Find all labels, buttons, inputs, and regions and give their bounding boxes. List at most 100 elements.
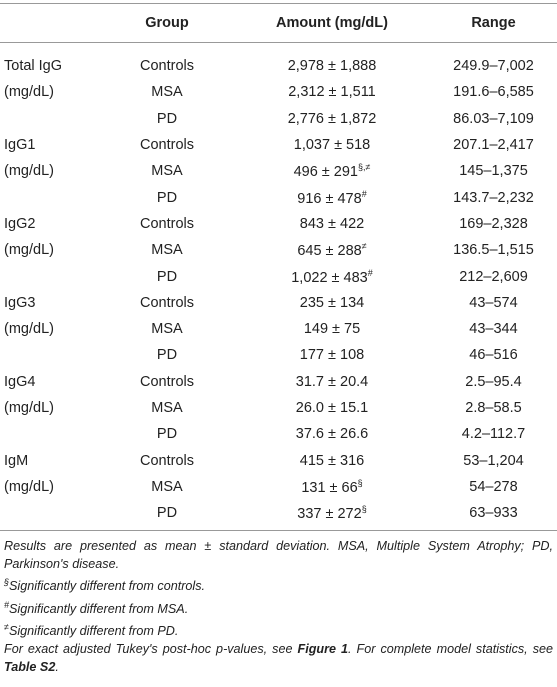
range-cell: 4.2–112.7	[461, 426, 526, 443]
symbol-note: #Significantly different from MSA.	[4, 596, 553, 618]
row-label	[0, 342, 100, 368]
amount-value: 496 ± 291	[293, 164, 358, 181]
amount-cell: 337 ± 272§	[234, 500, 430, 532]
table-row: IgG3 Controls 235 ± 134 43–574	[0, 290, 557, 316]
amount-value: 177 ± 108	[299, 347, 365, 364]
row-label: (mg/dL)	[4, 242, 54, 259]
range-cell: 54–278	[469, 478, 518, 495]
table-row: IgG1 Controls 1,037 ± 518 207.1–2,417	[0, 132, 557, 158]
range-cell: 143.7–2,232	[453, 189, 534, 206]
note-text: Significantly different from PD.	[8, 623, 179, 638]
amount-value: 843 ± 422	[299, 215, 365, 232]
table-row: Total IgG Controls 2,978 ± 1,888 249.9–7,00…	[0, 43, 557, 80]
group-cell: PD	[156, 110, 178, 127]
group-cell: PD	[156, 347, 178, 364]
significance-mark: §,≠	[357, 162, 371, 173]
header-cell: Range	[430, 3, 557, 43]
amount-value: 2,978 ± 1,888	[287, 58, 377, 75]
amount-cell: 843 ± 422	[234, 211, 430, 237]
note-reference: For exact adjusted Tukey's post-hoc p-va…	[4, 640, 553, 676]
row-label	[0, 421, 100, 447]
amount-value: 131 ± 66	[301, 479, 358, 496]
amount-value: 1,037 ± 518	[293, 137, 371, 154]
table-row: IgG2 Controls 843 ± 422 169–2,328	[0, 211, 557, 237]
amount-value: 31.7 ± 20.4	[295, 373, 369, 390]
amount-value: 26.0 ± 15.1	[295, 400, 369, 416]
group-cell: Controls	[140, 373, 194, 390]
table-row: PD 337 ± 272§ 63–933	[0, 500, 557, 532]
amount-cell: 2,978 ± 1,888	[234, 43, 430, 80]
table-row: IgM Controls 415 ± 316 53–1,204	[0, 447, 557, 473]
data-table: Group Amount (mg/dL) Range Total IgG Cont…	[0, 3, 557, 532]
amount-cell: 131 ± 66§	[234, 474, 430, 500]
row-label: (mg/dL)	[4, 400, 54, 416]
range-cell: 212–2,609	[459, 268, 528, 285]
table-row: (mg/dL) MSA 2,312 ± 1,511 191.6–6,585	[0, 79, 557, 105]
row-label: IgG2	[4, 215, 36, 232]
table-body: Total IgG Controls 2,978 ± 1,888 249.9–7,00…	[0, 43, 557, 532]
amount-cell: 645 ± 288≠	[234, 237, 430, 263]
header-row: Group Amount (mg/dL) Range	[0, 3, 557, 43]
header-cell: Amount (mg/dL)	[234, 3, 430, 43]
row-label	[0, 263, 100, 289]
row-label: IgG1	[4, 137, 36, 154]
range-cell: 207.1–2,417	[453, 137, 534, 154]
note-text: . For complete model statistics, see	[348, 641, 554, 656]
significance-mark: §	[361, 504, 367, 515]
row-label	[0, 184, 100, 210]
group-cell: MSA	[151, 478, 183, 495]
amount-cell: 2,776 ± 1,872	[234, 106, 430, 132]
note-symbol: ≠	[4, 621, 9, 632]
figure-ref: Figure 1	[297, 641, 349, 656]
amount-value: 415 ± 316	[299, 452, 365, 469]
group-cell: MSA	[151, 400, 183, 416]
note-text: Significantly different from MSA.	[9, 601, 189, 616]
row-label: Total IgG	[4, 58, 63, 75]
table-ref: Table S2	[4, 659, 56, 674]
range-cell: 2.5–95.4	[465, 373, 522, 390]
row-label	[0, 500, 100, 532]
range-cell: 63–933	[430, 500, 557, 532]
table-row: (mg/dL) MSA 149 ± 75 43–344	[0, 316, 557, 342]
note-symbol: §	[4, 577, 10, 588]
symbol-note: ≠Significantly different from PD.	[4, 618, 553, 640]
table-row: IgG4 Controls 31.7 ± 20.4 2.5–95.4	[0, 369, 557, 395]
group-cell: MSA	[151, 242, 183, 259]
header-cell: Group	[100, 3, 234, 43]
range-cell: 136.5–1,515	[453, 242, 534, 259]
note-symbols: §Significantly different from controls. #…	[4, 573, 553, 640]
table-notes: Results are presented as mean ± standard…	[0, 531, 557, 676]
amount-cell: 149 ± 75	[234, 316, 430, 342]
amount-cell: 415 ± 316	[234, 447, 430, 473]
range-cell: 43–344	[469, 321, 518, 338]
amount-value: 2,312 ± 1,511	[288, 84, 376, 101]
amount-cell: 916 ± 478#	[234, 184, 430, 210]
significance-mark: #	[367, 267, 373, 278]
amount-cell: 496 ± 291§,≠	[234, 158, 430, 184]
range-cell: 169–2,328	[459, 215, 528, 232]
range-cell: 249.9–7,002	[453, 58, 534, 75]
note-text: .	[55, 659, 59, 674]
amount-value: 1,022 ± 483	[291, 269, 368, 286]
amount-cell: 1,037 ± 518	[234, 132, 430, 158]
range-cell: 46–516	[469, 347, 518, 364]
group-cell: Controls	[140, 452, 194, 469]
note-text: Significantly different from controls.	[9, 579, 205, 594]
group-cell: PD	[156, 268, 178, 285]
row-label: (mg/dL)	[4, 84, 54, 101]
amount-cell: 2,312 ± 1,511	[234, 79, 430, 105]
group-cell: MSA	[151, 163, 183, 180]
amount-cell: 177 ± 108	[234, 342, 430, 368]
amount-value: 645 ± 288	[297, 243, 362, 260]
note-text: For exact adjusted Tukey's post-hoc p-va…	[4, 641, 298, 656]
amount-value: 2,776 ± 1,872	[287, 110, 377, 127]
amount-cell: 37.6 ± 26.6	[234, 421, 430, 447]
row-label: (mg/dL)	[4, 321, 54, 338]
note-symbol: #	[4, 599, 10, 610]
symbol-note: §Significantly different from controls.	[4, 573, 553, 595]
table-row: (mg/dL) MSA 496 ± 291§,≠ 145–1,375	[0, 158, 557, 184]
table-row: PD 1,022 ± 483# 212–2,609	[0, 263, 557, 289]
amount-value: 149 ± 75	[303, 321, 361, 338]
significance-mark: §	[357, 477, 363, 488]
table-row: PD 37.6 ± 26.6 4.2–112.7	[0, 421, 557, 447]
